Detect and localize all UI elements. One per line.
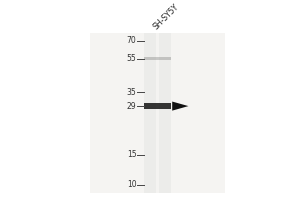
Text: 29: 29	[127, 102, 136, 111]
Text: 70: 70	[127, 36, 136, 45]
Text: 35: 35	[127, 88, 136, 97]
Text: SH-SY5Y: SH-SY5Y	[151, 2, 180, 31]
Text: 55: 55	[127, 54, 136, 63]
Bar	[90, 33, 225, 193]
Bar	[144, 57, 171, 60]
Polygon shape	[172, 102, 188, 111]
Bar	[144, 103, 171, 109]
Bar	[156, 33, 159, 193]
Text: 10: 10	[127, 180, 136, 189]
Bar	[144, 33, 171, 193]
Text: 15: 15	[127, 150, 136, 159]
